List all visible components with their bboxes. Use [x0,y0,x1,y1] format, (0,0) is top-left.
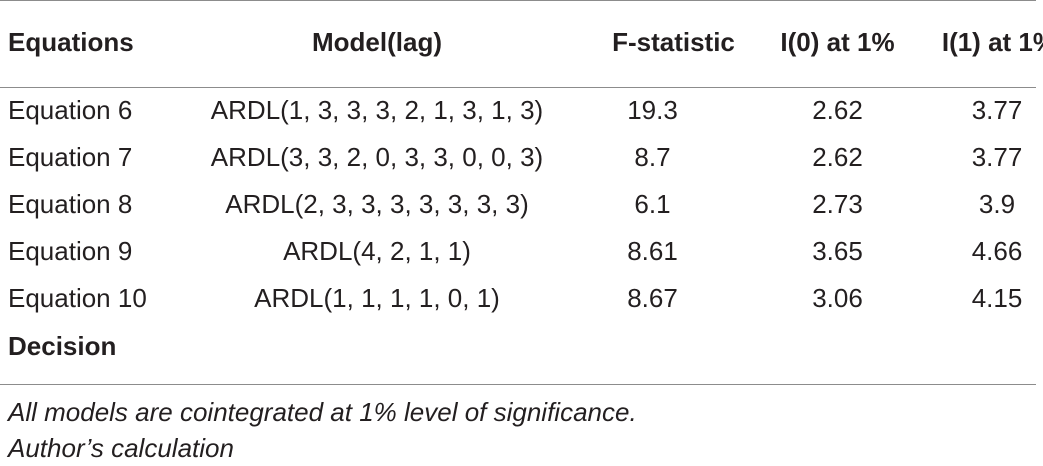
i1-cell: 4.15 [971,283,1023,313]
table-row: Equation 7 ARDL(3, 3, 2, 0, 3, 3, 0, 0, … [0,134,1043,181]
equation-cell: Equation 6 [8,95,133,125]
header-row: Equations Model(lag) F-statistic I(0) at… [0,16,1043,68]
column-header-equations: Equations [8,27,134,57]
header-divider-rule [0,87,1036,88]
i1-cell: 4.66 [971,236,1023,266]
footnote-cointegration: All models are cointegrated at 1% level … [8,397,637,427]
column-header-f-statistic: F-statistic [612,27,735,57]
i0-cell: 3.06 [812,283,863,313]
i0-cell: 2.73 [812,189,863,219]
i1-cell: 3.77 [971,95,1023,125]
equation-cell: Equation 8 [8,189,133,219]
ardl-bounds-test-table: Equations Model(lag) F-statistic I(0) at… [0,16,1043,369]
i1-cell: 3.77 [971,142,1023,172]
model-cell: ARDL(2, 3, 3, 3, 3, 3, 3, 3) [225,189,529,219]
model-cell: ARDL(4, 2, 1, 1) [283,236,471,266]
model-cell: ARDL(1, 1, 1, 1, 0, 1) [254,283,500,313]
column-header-i1: I(1) at 1% [941,27,1043,57]
f-statistic-cell: 6.1 [634,189,671,219]
i0-cell: 2.62 [812,142,863,172]
table-row: Equation 9 ARDL(4, 2, 1, 1) 8.61 3.65 4.… [0,228,1043,275]
f-statistic-cell: 8.7 [634,142,671,172]
table-footnotes: All models are cointegrated at 1% level … [8,394,637,466]
equation-cell: Equation 7 [8,142,133,172]
decision-label: Decision [8,330,117,361]
f-statistic-cell: 8.67 [627,283,678,313]
table-row: Equation 8 ARDL(2, 3, 3, 3, 3, 3, 3, 3) … [0,181,1043,228]
table-row: Equation 6 ARDL(1, 3, 3, 3, 2, 1, 3, 1, … [0,87,1043,134]
i0-cell: 3.65 [812,236,863,266]
equation-cell: Equation 9 [8,236,133,266]
decision-row: Decision [0,322,1043,369]
f-statistic-cell: 8.61 [627,236,678,266]
equation-cell: Equation 10 [8,283,147,313]
f-statistic-cell: 19.3 [627,95,678,125]
model-cell: ARDL(3, 3, 2, 0, 3, 3, 0, 0, 3) [210,142,544,172]
footnote-source: Author’s calculation [8,433,234,463]
column-header-i0: I(0) at 1% [780,27,895,57]
table-row: Equation 10 ARDL(1, 1, 1, 1, 0, 1) 8.67 … [0,275,1043,322]
model-cell: ARDL(1, 3, 3, 3, 2, 1, 3, 1, 3) [210,95,544,125]
i0-cell: 2.62 [812,95,863,125]
column-header-model-lag: Model(lag) [312,27,442,57]
i1-cell: 3.9 [978,189,1016,219]
table-bottom-rule [0,384,1036,385]
table-top-rule [0,0,1036,1]
